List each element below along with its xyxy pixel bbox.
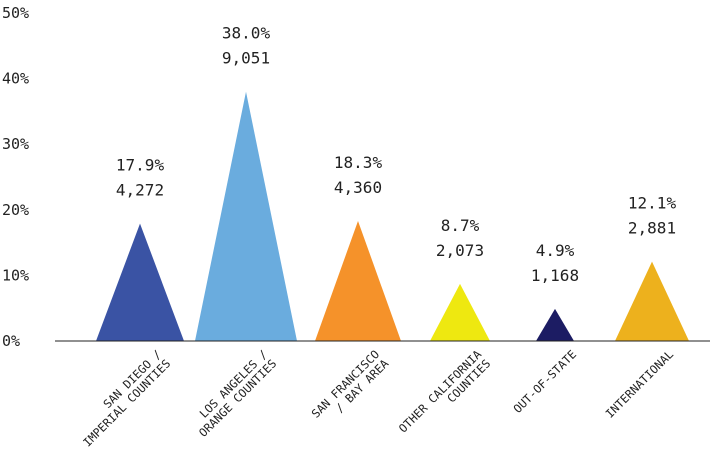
- data-label-count: 2,881: [628, 219, 676, 238]
- y-tick-label: 50%: [2, 4, 29, 22]
- data-label-percent: 38.0%: [222, 24, 271, 43]
- x-tick-label-line: INTERNATIONAL: [603, 347, 677, 421]
- data-label-percent: 4.9%: [536, 241, 575, 260]
- y-axis: 0% 10% 20% 30% 40% 50%: [2, 4, 29, 350]
- bar-triangle: [195, 91, 297, 341]
- bar-triangle: [615, 261, 689, 341]
- x-tick-label: SAN FRANCISCO/ BAY AREA: [309, 347, 392, 421]
- bar-triangle: [536, 308, 574, 341]
- x-tick-label-line: OTHER CALIFORNIA: [396, 347, 484, 435]
- x-tick-label: INTERNATIONAL: [603, 347, 677, 421]
- y-tick-label: 40%: [2, 70, 29, 88]
- x-axis-labels: SAN DIEGO /IMPERIAL COUNTIES LOS ANGELES …: [80, 347, 677, 449]
- data-label-count: 4,272: [116, 181, 164, 200]
- data-label-count: 1,168: [531, 266, 579, 285]
- data-label-count: 4,360: [334, 178, 382, 197]
- data-label-percent: 17.9%: [116, 156, 165, 175]
- chart-marks: 17.9% 4,272 38.0% 9,051 18.3% 4,360 8.7% 2,073 4…: [96, 24, 689, 341]
- data-label-percent: 8.7%: [441, 216, 480, 235]
- bar-triangle: [315, 220, 401, 341]
- x-tick-label: SAN DIEGO /IMPERIAL COUNTIES: [80, 347, 173, 449]
- y-tick-label: 0%: [2, 332, 20, 350]
- data-label-count: 9,051: [222, 49, 270, 68]
- x-tick-label-line: OUT-OF-STATE: [510, 347, 579, 416]
- data-label-count: 2,073: [436, 241, 484, 260]
- data-label-percent: 18.3%: [334, 153, 383, 172]
- bar-triangle: [96, 223, 184, 341]
- bar-triangle: [430, 283, 490, 341]
- x-tick-label: OUT-OF-STATE: [510, 347, 579, 416]
- x-tick-label-line: IMPERIAL COUNTIES: [80, 356, 173, 449]
- y-tick-label: 10%: [2, 266, 29, 284]
- y-tick-label: 20%: [2, 201, 29, 219]
- y-tick-label: 30%: [2, 135, 29, 153]
- x-tick-label: LOS ANGELES /ORANGE COUNTIES: [196, 347, 279, 440]
- data-label-percent: 12.1%: [628, 194, 677, 213]
